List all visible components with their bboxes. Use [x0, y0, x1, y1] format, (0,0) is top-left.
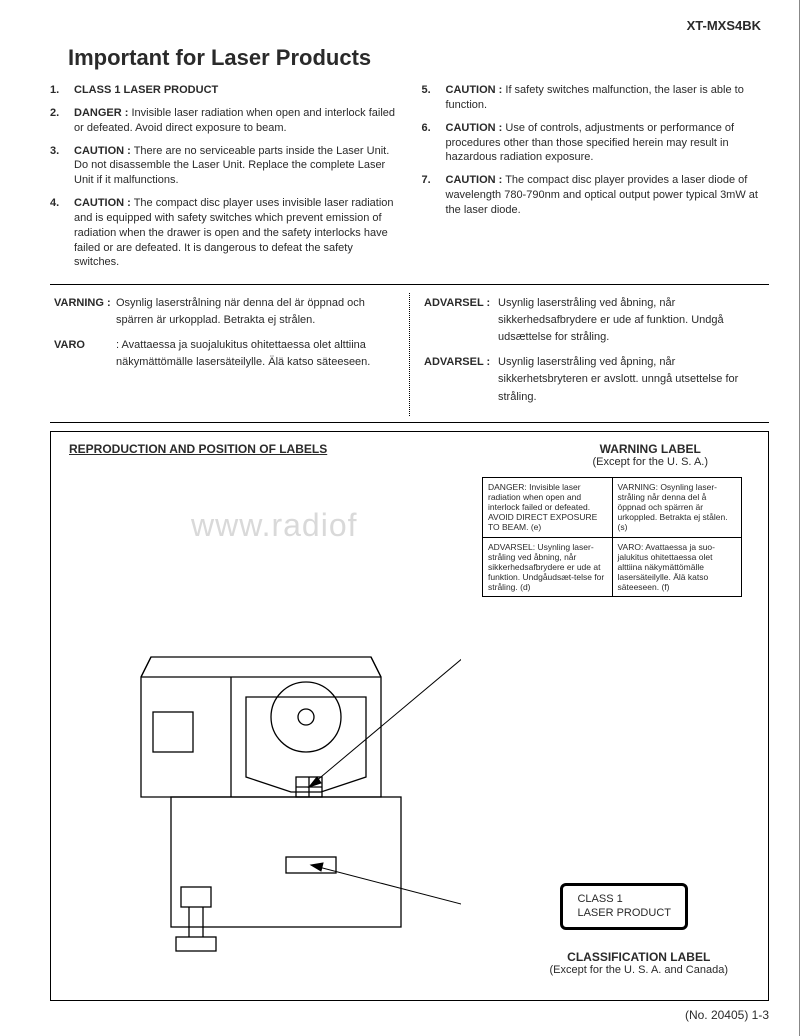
class-line2: LASER PRODUCT — [577, 906, 671, 920]
safety-notices: CLASS 1 LASER PRODUCT DANGER : Invisible… — [50, 83, 769, 278]
lang-label: VARNING : — [54, 295, 116, 329]
warn-cell: VARNING: Osynling laser-stråling når den… — [612, 477, 742, 537]
lang-row: ADVARSEL : Usynlig laserstråling ved åpn… — [424, 354, 765, 405]
safety-item: CAUTION : The compact disc player provid… — [422, 173, 770, 218]
multilingual-warnings: VARNING : Osynlig laserstrålning när den… — [50, 293, 769, 415]
safety-item: DANGER : Invisible laser radiation when … — [50, 106, 398, 136]
lang-label: ADVARSEL : — [424, 295, 498, 346]
warning-subtitle: (Except for the U. S. A.) — [592, 456, 708, 468]
term: CAUTION : — [446, 122, 503, 134]
class-line1: CLASS 1 — [577, 892, 671, 906]
lang-row: VARNING : Osynlig laserstrålning när den… — [54, 295, 395, 329]
lang-row: ADVARSEL : Usynlig laserstråling ved åbn… — [424, 295, 765, 346]
device-diagram — [81, 627, 461, 977]
page-title: Important for Laser Products — [68, 45, 769, 71]
term: CAUTION : — [446, 174, 503, 186]
term: CLASS 1 LASER PRODUCT — [74, 84, 218, 96]
lang-text: Osynlig laserstrålning när denna del är … — [116, 295, 395, 329]
class-caption-sub: (Except for the U. S. A. and Canada) — [549, 964, 728, 976]
divider — [50, 284, 769, 285]
term: CAUTION : — [446, 84, 503, 96]
term: DANGER : — [74, 107, 128, 119]
term: CAUTION : — [74, 197, 131, 209]
classification-label-box: CLASS 1 LASER PRODUCT — [560, 883, 688, 930]
model-number: XT-MXS4BK — [50, 18, 769, 33]
warning-title: WARNING LABEL — [592, 442, 708, 456]
safety-item: CAUTION : If safety switches malfunction… — [422, 83, 770, 113]
lang-label: ADVARSEL : — [424, 354, 498, 405]
reproduction-box: REPRODUCTION AND POSITION OF LABELS WARN… — [50, 431, 769, 1001]
lang-text: : Avattaessa ja suojalukitus ohitettaess… — [116, 337, 395, 371]
dotted-divider — [409, 293, 410, 415]
lang-row: VARO : Avattaessa ja suojalukitus ohitet… — [54, 337, 395, 371]
safety-item: CAUTION : Use of controls, adjustments o… — [422, 121, 770, 166]
warn-cell: ADVARSEL: Usynling laser-stråling ved åb… — [483, 537, 613, 597]
lang-label: VARO — [54, 337, 116, 371]
divider — [50, 422, 769, 423]
class-caption-title: CLASSIFICATION LABEL — [549, 950, 728, 964]
term: CAUTION : — [74, 145, 131, 157]
warning-label-grid: DANGER: Invisible laser radiation when o… — [482, 477, 742, 598]
warn-cell: DANGER: Invisible laser radiation when o… — [483, 477, 613, 537]
lang-text: Usynlig laserstråling ved åpning, når si… — [498, 354, 765, 405]
safety-item: CAUTION : There are no serviceable parts… — [50, 144, 398, 189]
warning-label-heading: WARNING LABEL (Except for the U. S. A.) — [592, 442, 708, 468]
warn-cell: VARO: Avattaessa ja suo-jalukitus ohitet… — [612, 537, 742, 597]
safety-item: CLASS 1 LASER PRODUCT — [50, 83, 398, 98]
lang-text: Usynlig laserstråling ved åbning, når si… — [498, 295, 765, 346]
safety-item: CAUTION : The compact disc player uses i… — [50, 196, 398, 270]
classification-caption: CLASSIFICATION LABEL (Except for the U. … — [549, 950, 728, 976]
watermark: www.radiof — [191, 507, 358, 544]
page-number: (No. 20405) 1-3 — [685, 1008, 769, 1022]
